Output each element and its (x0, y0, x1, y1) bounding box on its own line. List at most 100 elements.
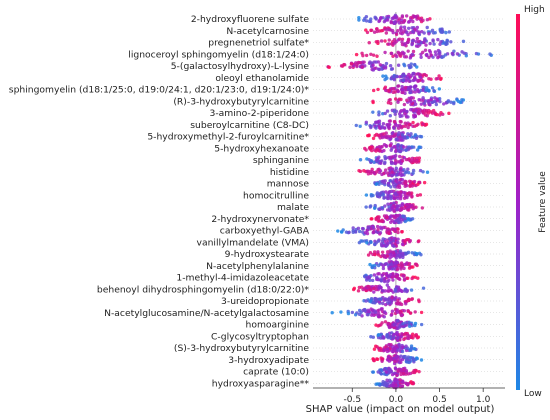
colorbar-high-label: High (524, 5, 545, 15)
shap-point (396, 348, 401, 352)
shap-point (422, 101, 426, 105)
feature-label: homocitrulline (243, 190, 309, 201)
feature-labels: 2-hydroxyfluorene sulfateN-acetylcarnosi… (9, 14, 310, 389)
shap-point (371, 230, 376, 234)
shap-point (380, 307, 384, 311)
shap-point (427, 89, 431, 93)
shap-point (407, 157, 411, 161)
shap-point (348, 65, 352, 70)
feature-swarm (371, 84, 442, 96)
shap-point (417, 239, 421, 243)
shap-point (382, 181, 387, 185)
shap-point (393, 196, 397, 200)
shap-point (380, 145, 384, 149)
shap-point (376, 67, 381, 71)
shap-point (396, 240, 400, 245)
shap-point (400, 133, 405, 137)
shap-point (351, 226, 355, 230)
shap-point (424, 108, 429, 113)
shap-point (382, 279, 387, 284)
shap-point (426, 99, 431, 103)
shap-point (383, 168, 388, 172)
shap-point (396, 149, 401, 153)
shap-point (398, 378, 402, 382)
shap-point (380, 321, 384, 325)
shap-point (389, 19, 393, 24)
shap-point (421, 73, 425, 77)
shap-point (371, 68, 376, 72)
shap-point (383, 111, 387, 116)
feature-swarm (367, 36, 466, 48)
shap-point (401, 145, 406, 149)
feature-swarm (357, 13, 432, 26)
shap-point (393, 112, 397, 116)
shap-point (417, 16, 421, 20)
shap-point (411, 206, 415, 211)
shap-point (375, 224, 380, 229)
shap-point (387, 88, 391, 93)
shap-point (377, 215, 381, 219)
shap-point (394, 168, 398, 173)
shap-point (419, 55, 423, 59)
shap-point (410, 297, 415, 301)
shap-point (395, 325, 400, 329)
shap-point (395, 204, 399, 208)
shap-point (413, 133, 418, 137)
shap-point (393, 20, 397, 24)
shap-point (418, 168, 423, 173)
shap-point (396, 318, 400, 323)
shap-point (400, 203, 404, 207)
shap-point (382, 315, 386, 319)
feature-swarm (358, 154, 422, 166)
shap-point (425, 170, 430, 174)
shap-point (342, 62, 346, 67)
shap-point (403, 28, 407, 32)
shap-point (404, 55, 409, 59)
shap-point (390, 262, 394, 267)
shap-point (412, 85, 417, 89)
shap-point (442, 41, 446, 45)
shap-point (368, 299, 373, 304)
shap-point (410, 195, 414, 199)
shap-point (402, 135, 407, 140)
shap-point (426, 111, 431, 115)
shap-point (358, 61, 363, 65)
shap-point (400, 242, 405, 246)
shap-point (411, 120, 415, 125)
shap-point (379, 278, 383, 283)
shap-point (399, 109, 404, 113)
shap-point (387, 285, 391, 290)
shap-point (424, 122, 429, 127)
shap-point (372, 290, 376, 294)
shap-point (362, 60, 366, 64)
shap-point (390, 218, 394, 223)
shap-point (413, 347, 417, 351)
shap-point (429, 97, 433, 102)
feature-label: 2-hydroxyfluorene sulfate (191, 14, 310, 25)
shap-point (376, 314, 381, 319)
shap-point (388, 64, 393, 68)
shap-point (418, 75, 423, 80)
shap-point (427, 55, 431, 60)
shap-point (369, 288, 373, 292)
shap-point (398, 75, 402, 79)
shap-point (388, 256, 392, 260)
shap-point (372, 286, 376, 291)
shap-point (365, 241, 369, 245)
shap-point (376, 219, 381, 223)
shap-point (376, 332, 381, 337)
shap-point (360, 314, 364, 318)
shap-point (374, 60, 378, 64)
shap-point (373, 206, 377, 210)
shap-point (397, 37, 402, 41)
shap-point (368, 262, 372, 267)
shap-point (421, 50, 425, 55)
shap-point (396, 143, 400, 147)
shap-point (378, 368, 382, 372)
shap-point (395, 268, 399, 272)
shap-point (385, 27, 389, 32)
feature-swarm (373, 177, 427, 190)
shap-point (402, 108, 406, 112)
shap-point (401, 78, 405, 83)
shap-point (398, 367, 403, 372)
